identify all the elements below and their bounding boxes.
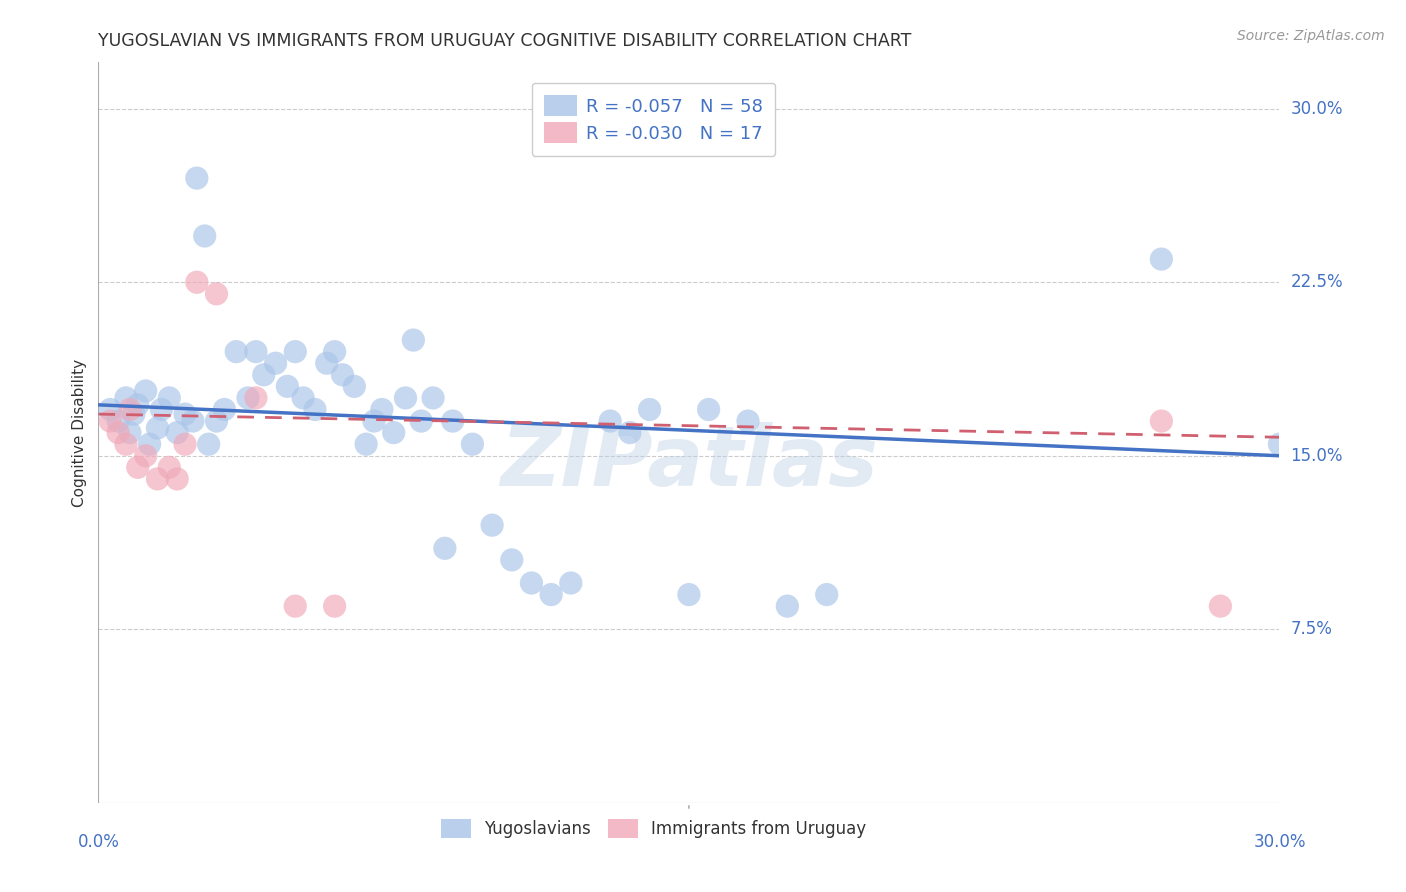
Point: [107, 425, 129, 440]
Point: [315, 356, 337, 370]
Point: [276, 379, 298, 393]
Point: [394, 391, 416, 405]
Point: [194, 229, 217, 244]
Point: [98, 414, 121, 428]
Legend: Yugoslavians, Immigrants from Uruguay: Yugoslavians, Immigrants from Uruguay: [433, 810, 875, 847]
Point: [540, 588, 562, 602]
Point: [323, 344, 346, 359]
Point: [186, 171, 208, 186]
Point: [304, 402, 326, 417]
Point: [264, 356, 287, 370]
Point: [157, 460, 180, 475]
Point: [697, 402, 720, 417]
Point: [107, 414, 129, 428]
Point: [127, 460, 149, 475]
Point: [135, 384, 157, 398]
Point: [284, 599, 307, 614]
Text: 30.0%: 30.0%: [1291, 100, 1343, 118]
Point: [638, 402, 661, 417]
Point: [599, 414, 621, 428]
Point: [343, 379, 366, 393]
Point: [284, 344, 307, 359]
Point: [135, 449, 157, 463]
Point: [253, 368, 276, 382]
Text: 22.5%: 22.5%: [1291, 273, 1343, 291]
Point: [166, 425, 188, 440]
Y-axis label: Cognitive Disability: Cognitive Disability: [72, 359, 87, 507]
Point: [292, 391, 315, 405]
Point: [402, 333, 425, 347]
Point: [461, 437, 484, 451]
Point: [354, 437, 377, 451]
Point: [411, 414, 433, 428]
Point: [363, 414, 385, 428]
Point: [737, 414, 759, 428]
Text: Source: ZipAtlas.com: Source: ZipAtlas.com: [1237, 29, 1385, 43]
Point: [371, 402, 394, 417]
Point: [214, 402, 236, 417]
Point: [181, 414, 204, 428]
Point: [501, 553, 523, 567]
Point: [146, 421, 169, 435]
Point: [118, 402, 141, 417]
Point: [157, 391, 180, 405]
Point: [166, 472, 188, 486]
Text: YUGOSLAVIAN VS IMMIGRANTS FROM URUGUAY COGNITIVE DISABILITY CORRELATION CHART: YUGOSLAVIAN VS IMMIGRANTS FROM URUGUAY C…: [98, 32, 912, 50]
Point: [1150, 414, 1173, 428]
Point: [118, 425, 141, 440]
Point: [174, 407, 197, 421]
Point: [205, 414, 228, 428]
Point: [98, 402, 121, 417]
Point: [146, 472, 169, 486]
Point: [115, 391, 138, 405]
Point: [138, 437, 160, 451]
Point: [441, 414, 464, 428]
Point: [678, 588, 700, 602]
Text: 30.0%: 30.0%: [1253, 833, 1306, 851]
Point: [245, 391, 267, 405]
Point: [115, 437, 138, 451]
Point: [433, 541, 456, 556]
Point: [323, 599, 346, 614]
Point: [520, 576, 543, 591]
Text: 0.0%: 0.0%: [77, 833, 120, 851]
Point: [1150, 252, 1173, 266]
Point: [205, 286, 228, 301]
Point: [560, 576, 582, 591]
Point: [422, 391, 444, 405]
Point: [186, 275, 208, 289]
Point: [619, 425, 641, 440]
Text: 7.5%: 7.5%: [1291, 620, 1333, 639]
Point: [122, 407, 145, 421]
Point: [332, 368, 354, 382]
Point: [815, 588, 838, 602]
Point: [197, 437, 219, 451]
Point: [225, 344, 247, 359]
Point: [150, 402, 173, 417]
Point: [236, 391, 259, 405]
Point: [174, 437, 197, 451]
Point: [776, 599, 799, 614]
Text: ZIPatlas: ZIPatlas: [501, 422, 877, 503]
Point: [1209, 599, 1232, 614]
Point: [245, 344, 267, 359]
Text: 15.0%: 15.0%: [1291, 447, 1343, 465]
Point: [127, 398, 149, 412]
Point: [481, 518, 503, 533]
Point: [1268, 437, 1291, 451]
Point: [382, 425, 405, 440]
